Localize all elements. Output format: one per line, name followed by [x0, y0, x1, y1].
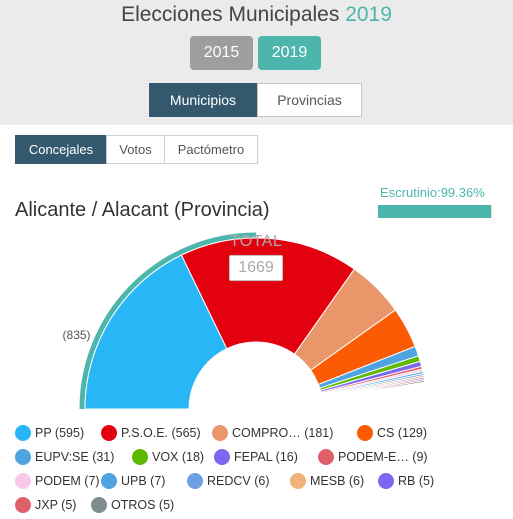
legend-label: PODEM (7) [35, 474, 100, 488]
legend-color-dot [15, 449, 31, 465]
legend-label: PODEM-E… (9) [338, 450, 428, 464]
legend-label: COMPRO… (181) [232, 426, 334, 440]
title-prefix: Elecciones Municipales [121, 3, 340, 26]
total-label: TOTAL [229, 233, 283, 250]
legend-item-p-s-o-e-[interactable]: P.S.O.E. (565) [101, 425, 201, 441]
legend-color-dot [318, 449, 334, 465]
year-2019-button[interactable]: 2019 [258, 36, 321, 70]
legend-label: PP (595) [35, 426, 85, 440]
tab-votos[interactable]: Votos [106, 135, 165, 164]
legend-color-dot [357, 425, 373, 441]
legend-label: JXP (5) [35, 498, 77, 512]
legend-item-vox[interactable]: VOX (18) [132, 449, 204, 465]
year-2015-button[interactable]: 2015 [190, 36, 253, 70]
legend-color-dot [290, 473, 306, 489]
title-year: 2019 [345, 3, 392, 26]
legend-label: RB (5) [398, 474, 435, 488]
seats-hemicycle-chart: (835) [63, 232, 426, 410]
legend-color-dot [101, 425, 117, 441]
page-title: Elecciones Municipales 2019 [0, 3, 513, 27]
legend-item-cs[interactable]: CS (129) [357, 425, 427, 441]
legend-item-otros[interactable]: OTROS (5) [91, 497, 174, 513]
legend-label: CS (129) [377, 426, 428, 440]
legend-label: FEPAL (16) [234, 450, 298, 464]
scope-toggle: Municipios Provincias [149, 83, 362, 117]
hemicycle-segment-p-s-o-e-[interactable] [180, 237, 356, 355]
hemicycle-segment-pp[interactable] [84, 254, 228, 410]
legend-label: UPB (7) [121, 474, 166, 488]
legend-color-dot [15, 425, 31, 441]
hemicycle-segment-otros[interactable] [321, 379, 426, 400]
tab-concejales[interactable]: Concejales [15, 135, 107, 164]
legend-item-pp[interactable]: PP (595) [15, 425, 84, 441]
legend-item-podem[interactable]: PODEM (7) [15, 473, 100, 489]
legend-item-eupv-se[interactable]: EUPV:SE (31) [15, 449, 114, 465]
legend-color-dot [91, 497, 107, 513]
region-title: Alicante / Alacant (Provincia) [15, 199, 270, 221]
legend-color-dot [212, 425, 228, 441]
legend-item-jxp[interactable]: JXP (5) [15, 497, 76, 513]
scrutiny-progress-bar [378, 205, 492, 218]
legend-color-dot [132, 449, 148, 465]
legend-item-rb[interactable]: RB (5) [378, 473, 434, 489]
legend-item-mesb[interactable]: MESB (6) [290, 473, 364, 489]
legend-item-redcv[interactable]: REDCV (6) [187, 473, 270, 489]
legend-color-dot [15, 497, 31, 513]
legend-item-compro-[interactable]: COMPRO… (181) [212, 425, 333, 441]
legend-label: OTROS (5) [111, 498, 175, 512]
legend-label: MESB (6) [310, 474, 365, 488]
legend-item-upb[interactable]: UPB (7) [101, 473, 165, 489]
majority-arc [79, 232, 257, 410]
total-value: 1669 [229, 255, 283, 281]
majority-marker-label: (835) [63, 328, 91, 342]
legend-label: VOX (18) [152, 450, 205, 464]
scrutiny-progress-fill [378, 205, 492, 218]
tab-municipios[interactable]: Municipios [149, 83, 257, 117]
legend-item-podem-e-[interactable]: PODEM-E… (9) [318, 449, 428, 465]
legend-label: EUPV:SE (31) [35, 450, 115, 464]
results-panel: Concejales Votos Pactómetro Escrutinio:9… [0, 125, 513, 519]
legend-label: REDCV (6) [207, 474, 270, 488]
view-tabs: Concejales Votos Pactómetro [15, 135, 258, 164]
legend-color-dot [187, 473, 203, 489]
legend-color-dot [378, 473, 394, 489]
tab-pactometro[interactable]: Pactómetro [164, 135, 258, 164]
legend-color-dot [214, 449, 230, 465]
legend-item-fepal[interactable]: FEPAL (16) [214, 449, 298, 465]
tab-provincias[interactable]: Provincias [257, 83, 362, 117]
scrutiny-label: Escrutinio:99.36% [380, 185, 485, 200]
legend-color-dot [15, 473, 31, 489]
legend-label: P.S.O.E. (565) [121, 426, 201, 440]
legend-color-dot [101, 473, 117, 489]
